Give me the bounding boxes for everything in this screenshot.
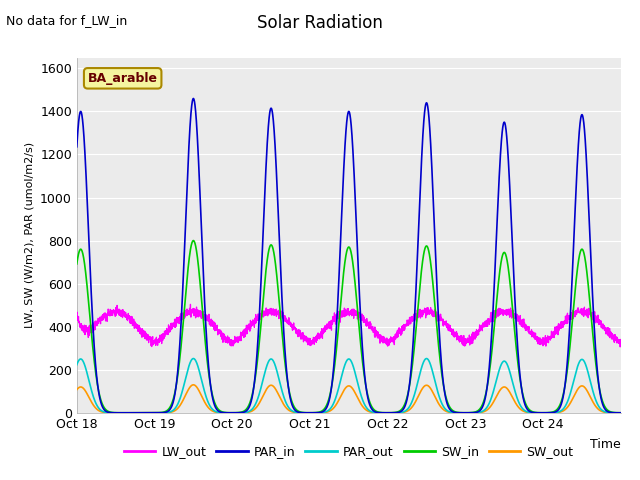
Text: Time: Time — [590, 438, 621, 451]
Legend: LW_out, PAR_in, PAR_out, SW_in, SW_out: LW_out, PAR_in, PAR_out, SW_in, SW_out — [119, 440, 579, 463]
Y-axis label: LW, SW (W/m2), PAR (umol/m2/s): LW, SW (W/m2), PAR (umol/m2/s) — [24, 142, 35, 328]
Text: BA_arable: BA_arable — [88, 72, 157, 85]
Text: No data for f_LW_in: No data for f_LW_in — [6, 14, 127, 27]
Text: Solar Radiation: Solar Radiation — [257, 14, 383, 33]
